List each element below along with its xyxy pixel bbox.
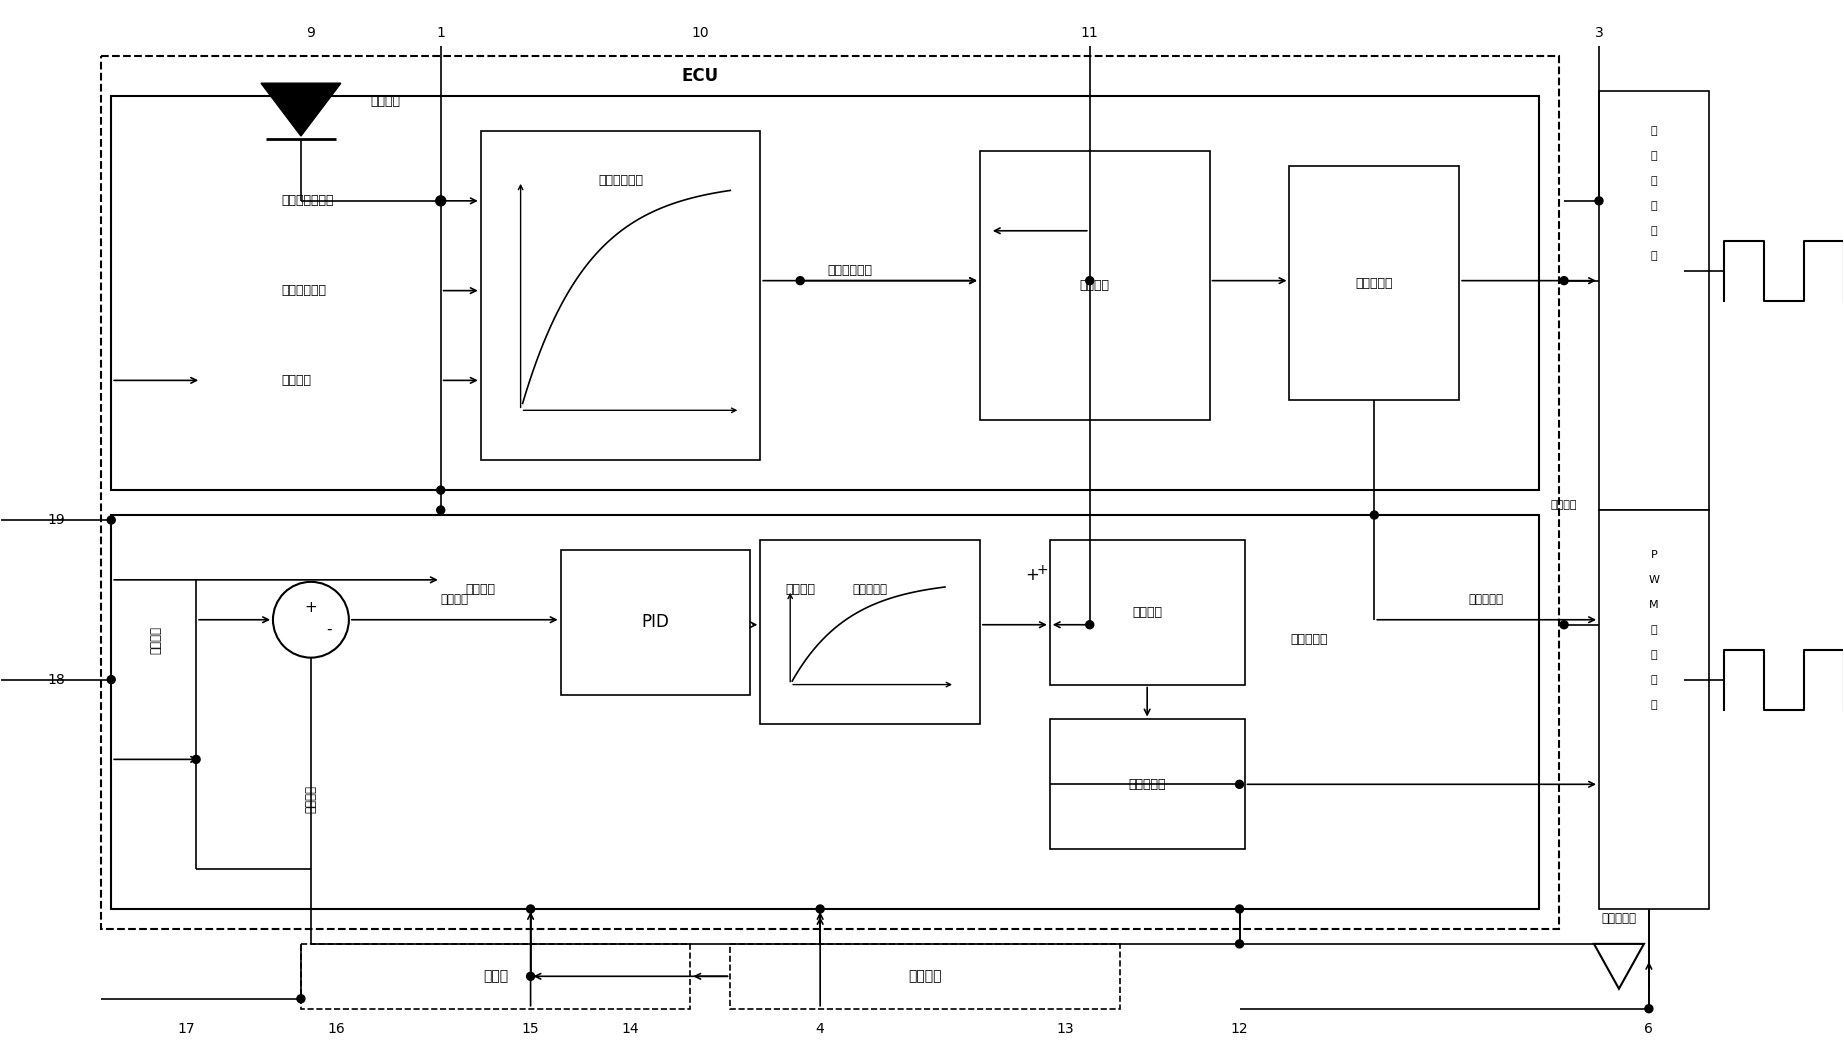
Circle shape [297,994,304,1003]
Circle shape [435,196,446,206]
Text: P: P [1650,550,1658,560]
Circle shape [1595,196,1602,205]
Bar [730,944,1119,1009]
Text: 14: 14 [621,1022,640,1035]
Circle shape [1560,276,1567,285]
Text: 电流计算: 电流计算 [1132,606,1162,618]
Bar [979,151,1210,420]
Bar [561,550,751,694]
Text: 实际轨压: 实际轨压 [304,785,317,814]
Text: 动: 动 [1650,201,1658,211]
Circle shape [437,196,444,205]
Text: 10: 10 [692,26,710,40]
Text: ECU: ECU [682,67,719,85]
Text: 发动机平均转速: 发动机平均转速 [280,194,334,207]
Text: 单: 单 [1650,674,1658,685]
Text: 12: 12 [1230,1022,1248,1035]
Text: 11: 11 [1081,26,1099,40]
Circle shape [1235,940,1243,948]
Text: 流: 流 [1650,151,1658,161]
Text: 轨压偏差: 轨压偏差 [467,584,496,596]
Text: 元: 元 [1650,251,1658,260]
Bar [1599,91,1709,510]
Text: 3: 3 [1595,26,1602,40]
Text: 1: 1 [437,26,444,40]
Text: 循环喷射油量: 循环喷射油量 [280,285,326,297]
Bar [760,540,979,724]
Text: 6: 6 [1645,1022,1654,1035]
Text: 目标轨压: 目标轨压 [149,626,162,654]
Text: 目标轨压: 目标轨压 [280,374,312,386]
Bar [1049,540,1245,685]
Text: 13: 13 [1057,1022,1073,1035]
Text: 预控制电流值: 预控制电流值 [828,265,872,277]
Text: +: + [304,601,317,615]
Text: 反馈电流值: 反馈电流值 [852,584,887,596]
Text: 体积流量: 体积流量 [786,584,815,596]
Text: 发送设定値: 发送设定値 [1355,276,1392,290]
Bar [111,97,1540,490]
Text: PID: PID [642,613,669,631]
Text: 16: 16 [326,1022,345,1035]
Bar [481,131,760,460]
Circle shape [527,972,535,981]
Text: +: + [1036,563,1047,576]
Circle shape [192,755,201,763]
Text: -: - [326,623,332,637]
Bar [101,57,1558,929]
Text: 压力传感器: 压力传感器 [1601,912,1636,925]
Circle shape [797,276,804,285]
Text: 共轨管: 共轨管 [483,969,509,983]
Text: 单: 单 [1650,226,1658,236]
Circle shape [1086,276,1093,285]
Text: 轨压偏差: 轨压偏差 [441,593,468,606]
Bar [1599,510,1709,909]
Text: M: M [1649,600,1660,610]
Text: 4: 4 [815,1022,824,1035]
Circle shape [437,506,444,514]
Text: 同步触发: 同步触发 [1551,500,1577,510]
Circle shape [1086,621,1093,629]
Polygon shape [262,83,341,136]
Text: 元: 元 [1650,699,1658,710]
Text: 9: 9 [306,26,315,40]
Circle shape [1235,905,1243,912]
Text: 发送设定値: 发送设定値 [1291,633,1328,646]
Circle shape [107,675,114,684]
Text: 高压油泵: 高压油泵 [909,969,942,983]
Bar [1049,719,1245,849]
Circle shape [1645,1005,1652,1012]
Text: 基准电流查询: 基准电流查询 [597,174,644,187]
Text: 定时中断: 定时中断 [371,94,400,107]
Text: W: W [1649,574,1660,585]
Text: 驱: 驱 [1650,625,1658,634]
Bar [1289,166,1459,400]
Text: 15: 15 [522,1022,540,1035]
Circle shape [437,486,444,495]
Bar [301,944,690,1009]
Text: 动: 动 [1650,650,1658,659]
Bar [111,516,1540,909]
Circle shape [1235,780,1243,789]
Circle shape [107,516,114,524]
Circle shape [527,905,535,912]
Text: 18: 18 [48,673,65,687]
Text: 发送设定値: 发送设定値 [1468,593,1503,606]
Text: 驱: 驱 [1650,176,1658,186]
Text: 电流分配: 电流分配 [1081,279,1110,292]
Text: +: + [1025,566,1038,584]
Text: 占宽比计算: 占宽比计算 [1129,778,1165,791]
Circle shape [817,905,824,912]
Circle shape [1560,621,1567,629]
Text: 17: 17 [177,1022,195,1035]
Text: 恒: 恒 [1650,126,1658,136]
Text: 19: 19 [48,513,65,527]
Circle shape [1370,511,1377,519]
